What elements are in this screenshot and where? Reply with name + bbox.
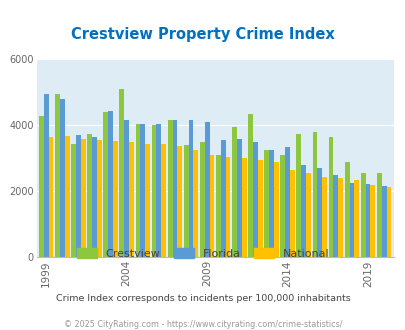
Bar (289, 170, 294, 257)
Legend: Crestview, Florida, National: Crestview, Florida, National (72, 244, 333, 263)
Bar (225, 157, 230, 257)
Bar (312, 132, 317, 257)
Bar (264, 150, 269, 257)
Bar (349, 183, 354, 257)
Bar (81, 139, 85, 257)
Bar (296, 134, 301, 257)
Bar (119, 89, 124, 257)
Bar (317, 168, 322, 257)
Bar (273, 162, 278, 257)
Bar (60, 99, 64, 257)
Bar (381, 186, 386, 257)
Bar (252, 142, 257, 257)
Bar (156, 124, 161, 257)
Bar (145, 144, 149, 257)
Bar (199, 142, 204, 257)
Bar (365, 184, 370, 257)
Bar (193, 150, 198, 257)
Bar (49, 137, 53, 257)
Bar (209, 155, 214, 257)
Bar (129, 142, 134, 257)
Bar (172, 120, 177, 257)
Bar (135, 124, 140, 257)
Bar (220, 140, 225, 257)
Bar (386, 187, 390, 257)
Bar (64, 136, 69, 257)
Bar (188, 120, 193, 257)
Bar (360, 173, 365, 257)
Bar (183, 145, 188, 257)
Bar (55, 94, 60, 257)
Text: © 2025 CityRating.com - https://www.cityrating.com/crime-statistics/: © 2025 CityRating.com - https://www.city… (64, 319, 341, 329)
Bar (124, 120, 129, 257)
Bar (269, 150, 273, 257)
Bar (280, 155, 284, 257)
Bar (108, 111, 113, 257)
Bar (76, 135, 81, 257)
Bar (232, 127, 237, 257)
Bar (97, 140, 102, 257)
Bar (177, 146, 182, 257)
Bar (161, 144, 166, 257)
Bar (237, 139, 241, 257)
Bar (301, 165, 305, 257)
Bar (337, 178, 342, 257)
Bar (151, 125, 156, 257)
Bar (328, 137, 333, 257)
Bar (44, 94, 49, 257)
Bar (204, 122, 209, 257)
Text: Crime Index corresponds to incidents per 100,000 inhabitants: Crime Index corresponds to incidents per… (55, 294, 350, 303)
Bar (354, 180, 358, 257)
Bar (167, 120, 172, 257)
Text: Crestview Property Crime Index: Crestview Property Crime Index (71, 27, 334, 42)
Bar (322, 177, 326, 257)
Bar (257, 160, 262, 257)
Bar (87, 134, 92, 257)
Bar (215, 155, 220, 257)
Bar (344, 162, 349, 257)
Bar (39, 115, 44, 257)
Bar (92, 137, 97, 257)
Bar (370, 185, 374, 257)
Bar (241, 158, 246, 257)
Bar (140, 124, 145, 257)
Bar (247, 114, 252, 257)
Bar (71, 144, 76, 257)
Bar (103, 112, 108, 257)
Bar (376, 173, 381, 257)
Bar (333, 175, 337, 257)
Bar (284, 147, 289, 257)
Bar (113, 141, 117, 257)
Bar (305, 173, 310, 257)
